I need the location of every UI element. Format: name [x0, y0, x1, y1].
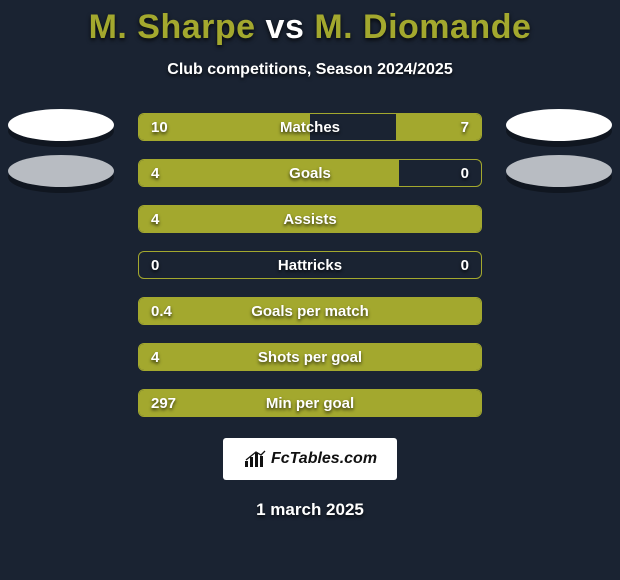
stat-bar: 40Goals — [138, 159, 482, 187]
comparison-card: M. Sharpe vs M. Diomande Club competitio… — [0, 0, 620, 580]
chart-icon — [243, 449, 267, 469]
subtitle: Club competitions, Season 2024/2025 — [0, 61, 620, 79]
player2-name: M. Diomande — [314, 8, 531, 46]
stat-bar: 107Matches — [138, 113, 482, 141]
player1-name: M. Sharpe — [89, 8, 256, 46]
player2-badge — [506, 109, 612, 141]
stat-row: 0.4Goals per match — [0, 297, 620, 343]
stat-label: Min per goal — [139, 390, 481, 417]
date-label: 1 march 2025 — [0, 500, 620, 520]
logo-text: FcTables.com — [271, 450, 377, 468]
player1-badge — [8, 155, 114, 187]
stat-row: 4Shots per goal — [0, 343, 620, 389]
stat-bar: 4Assists — [138, 205, 482, 233]
stat-row: 40Goals — [0, 159, 620, 205]
stat-label: Goals per match — [139, 298, 481, 325]
fctables-logo: FcTables.com — [223, 438, 397, 480]
stat-label: Assists — [139, 206, 481, 233]
stat-label: Shots per goal — [139, 344, 481, 371]
stat-row: 107Matches — [0, 113, 620, 159]
stat-bar: 0.4Goals per match — [138, 297, 482, 325]
player2-badge — [506, 155, 612, 187]
stat-row: 297Min per goal — [0, 389, 620, 435]
stat-row: 00Hattricks — [0, 251, 620, 297]
stat-label: Matches — [139, 114, 481, 141]
player1-badge — [8, 109, 114, 141]
stat-bar: 00Hattricks — [138, 251, 482, 279]
stat-label: Goals — [139, 160, 481, 187]
stat-label: Hattricks — [139, 252, 481, 279]
stat-rows: 107Matches 40Goals 4Assists 00Hattricks 0.4G… — [0, 113, 620, 435]
vs-label: vs — [266, 8, 305, 46]
stat-bar: 4Shots per goal — [138, 343, 482, 371]
stat-row: 4Assists — [0, 205, 620, 251]
stat-bar: 297Min per goal — [138, 389, 482, 417]
page-title: M. Sharpe vs M. Diomande — [0, 0, 620, 47]
